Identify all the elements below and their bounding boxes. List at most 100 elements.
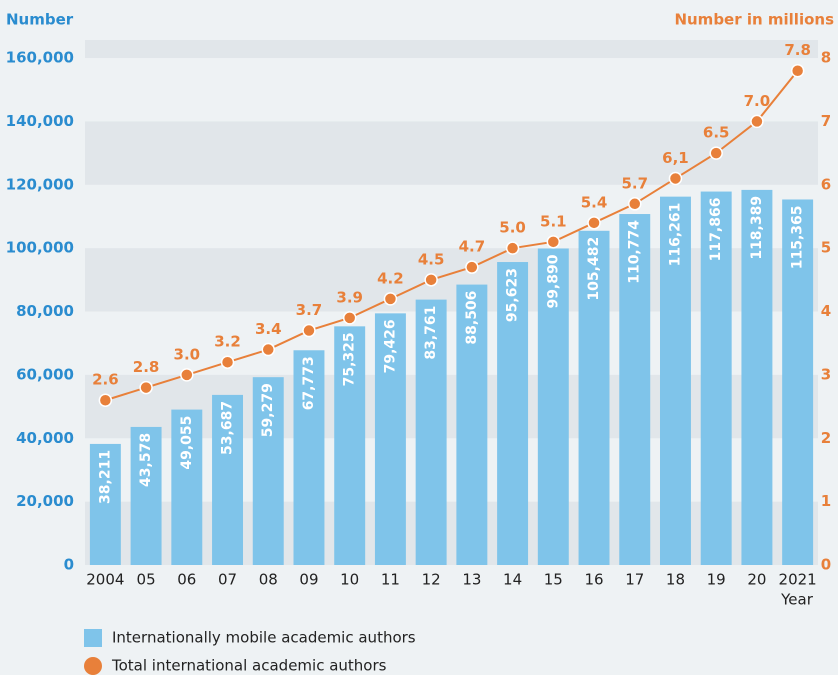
bar-value-label: 53,687 xyxy=(220,401,236,455)
line-value-label: 5.1 xyxy=(540,212,567,230)
grid-band xyxy=(85,121,818,185)
y-tick-label: 120,000 xyxy=(6,175,74,193)
line-point xyxy=(220,355,235,369)
x-tick-label: 20 xyxy=(747,571,766,589)
line-value-label: 7.0 xyxy=(744,92,771,110)
line-value-label: 3.2 xyxy=(214,333,241,351)
y2-axis-label: Number in millions xyxy=(674,11,834,29)
line-point xyxy=(139,380,153,395)
x-tick-label: 10 xyxy=(340,571,359,589)
line-value-label: 4.2 xyxy=(377,269,404,287)
bar xyxy=(456,284,488,565)
x-tick-label: 19 xyxy=(707,571,726,589)
line-point xyxy=(709,146,723,160)
x-tick-label: 06 xyxy=(177,571,196,589)
bar xyxy=(89,443,121,565)
bar-value-label: 49,055 xyxy=(179,416,195,470)
bar xyxy=(578,230,610,565)
line-point xyxy=(790,63,805,78)
y-axis-label: Number xyxy=(6,11,74,29)
grid-band xyxy=(85,374,818,439)
line-point xyxy=(342,311,357,325)
bar xyxy=(415,299,447,565)
line-value-label: 2.8 xyxy=(133,358,160,376)
y-tick-label: 0 xyxy=(64,556,74,574)
x-tick-label: 05 xyxy=(137,571,156,589)
line-point xyxy=(668,171,683,186)
x-tick-label: 12 xyxy=(422,571,441,589)
x-tick-label: 2004 xyxy=(86,571,124,589)
y2-tick-label: 0 xyxy=(821,556,831,574)
y-tick-label: 40,000 xyxy=(16,429,74,447)
legend-label: Total international academic authors xyxy=(111,657,387,675)
x-tick-label: 2021 xyxy=(779,571,817,589)
line-point xyxy=(424,273,438,287)
bar xyxy=(659,196,691,566)
y2-tick-label: 7 xyxy=(821,112,831,130)
bar-value-label: 110,774 xyxy=(627,220,643,284)
line-value-label: 3.9 xyxy=(336,288,363,306)
y2-tick-label: 2 xyxy=(821,429,831,447)
line-value-label: 4.7 xyxy=(459,238,486,256)
bar xyxy=(619,214,651,565)
line-point xyxy=(383,292,398,306)
line-value-label: 5.7 xyxy=(621,174,648,192)
line-point xyxy=(750,114,764,129)
grid-band xyxy=(85,40,818,59)
y2-tick-label: 5 xyxy=(821,239,831,257)
bar-value-label: 38,211 xyxy=(97,450,113,504)
bar xyxy=(741,189,773,566)
x-tick-label: 18 xyxy=(666,571,685,589)
x-tick-label: 16 xyxy=(584,571,603,589)
grid-band xyxy=(85,248,818,312)
y-tick-label: 160,000 xyxy=(6,49,74,67)
line-value-label: 5.0 xyxy=(499,219,526,237)
y2-tick-label: 3 xyxy=(821,365,831,383)
bar-value-label: 59,279 xyxy=(260,383,276,437)
bar-value-label: 116,261 xyxy=(667,203,683,267)
bar xyxy=(212,394,244,565)
bar xyxy=(171,409,203,565)
bar xyxy=(700,191,732,565)
bar-value-label: 43,578 xyxy=(138,433,154,487)
y-tick-label: 80,000 xyxy=(16,302,74,320)
line-value-label: 2.6 xyxy=(92,371,119,389)
x-tick-label: 13 xyxy=(462,571,481,589)
bar-value-label: 117,866 xyxy=(708,198,724,262)
bar-value-label: 79,426 xyxy=(382,319,398,373)
x-tick-label: 07 xyxy=(218,571,237,589)
bar-value-label: 99,890 xyxy=(545,254,561,308)
bar xyxy=(374,313,406,565)
line xyxy=(105,70,799,402)
line-point xyxy=(261,342,275,357)
x-tick-label: 11 xyxy=(381,571,400,589)
line-point xyxy=(465,260,479,274)
line-point xyxy=(587,216,601,230)
bands xyxy=(85,40,818,565)
legend-swatch xyxy=(84,657,102,675)
bar-value-label: 83,761 xyxy=(423,306,439,360)
y2-tick-label: 6 xyxy=(821,175,831,193)
bar-value-label: 88,506 xyxy=(464,291,480,345)
bar xyxy=(497,262,529,565)
y2-tick-label: 4 xyxy=(821,302,831,320)
line-point xyxy=(505,241,520,255)
y-tick-label: 140,000 xyxy=(6,112,74,130)
line-value-label: 6,1 xyxy=(662,149,689,167)
bar xyxy=(130,426,162,565)
y-tick-label: 60,000 xyxy=(16,365,74,383)
bar-value-label: 105,482 xyxy=(586,237,602,301)
y2-tick-label: 1 xyxy=(821,492,831,510)
line-value-label: 3.7 xyxy=(296,301,323,319)
bar xyxy=(293,350,325,565)
legend-label: Internationally mobile academic authors xyxy=(112,629,416,647)
line-point xyxy=(302,323,316,338)
bar-value-label: 95,623 xyxy=(505,268,521,322)
y-tick-label: 100,000 xyxy=(6,239,74,257)
line-value-label: 6.5 xyxy=(703,124,730,142)
line-value-label: 5.4 xyxy=(581,193,608,211)
line-point xyxy=(546,235,561,249)
x-tick-label: 09 xyxy=(299,571,318,589)
bar xyxy=(252,377,284,565)
